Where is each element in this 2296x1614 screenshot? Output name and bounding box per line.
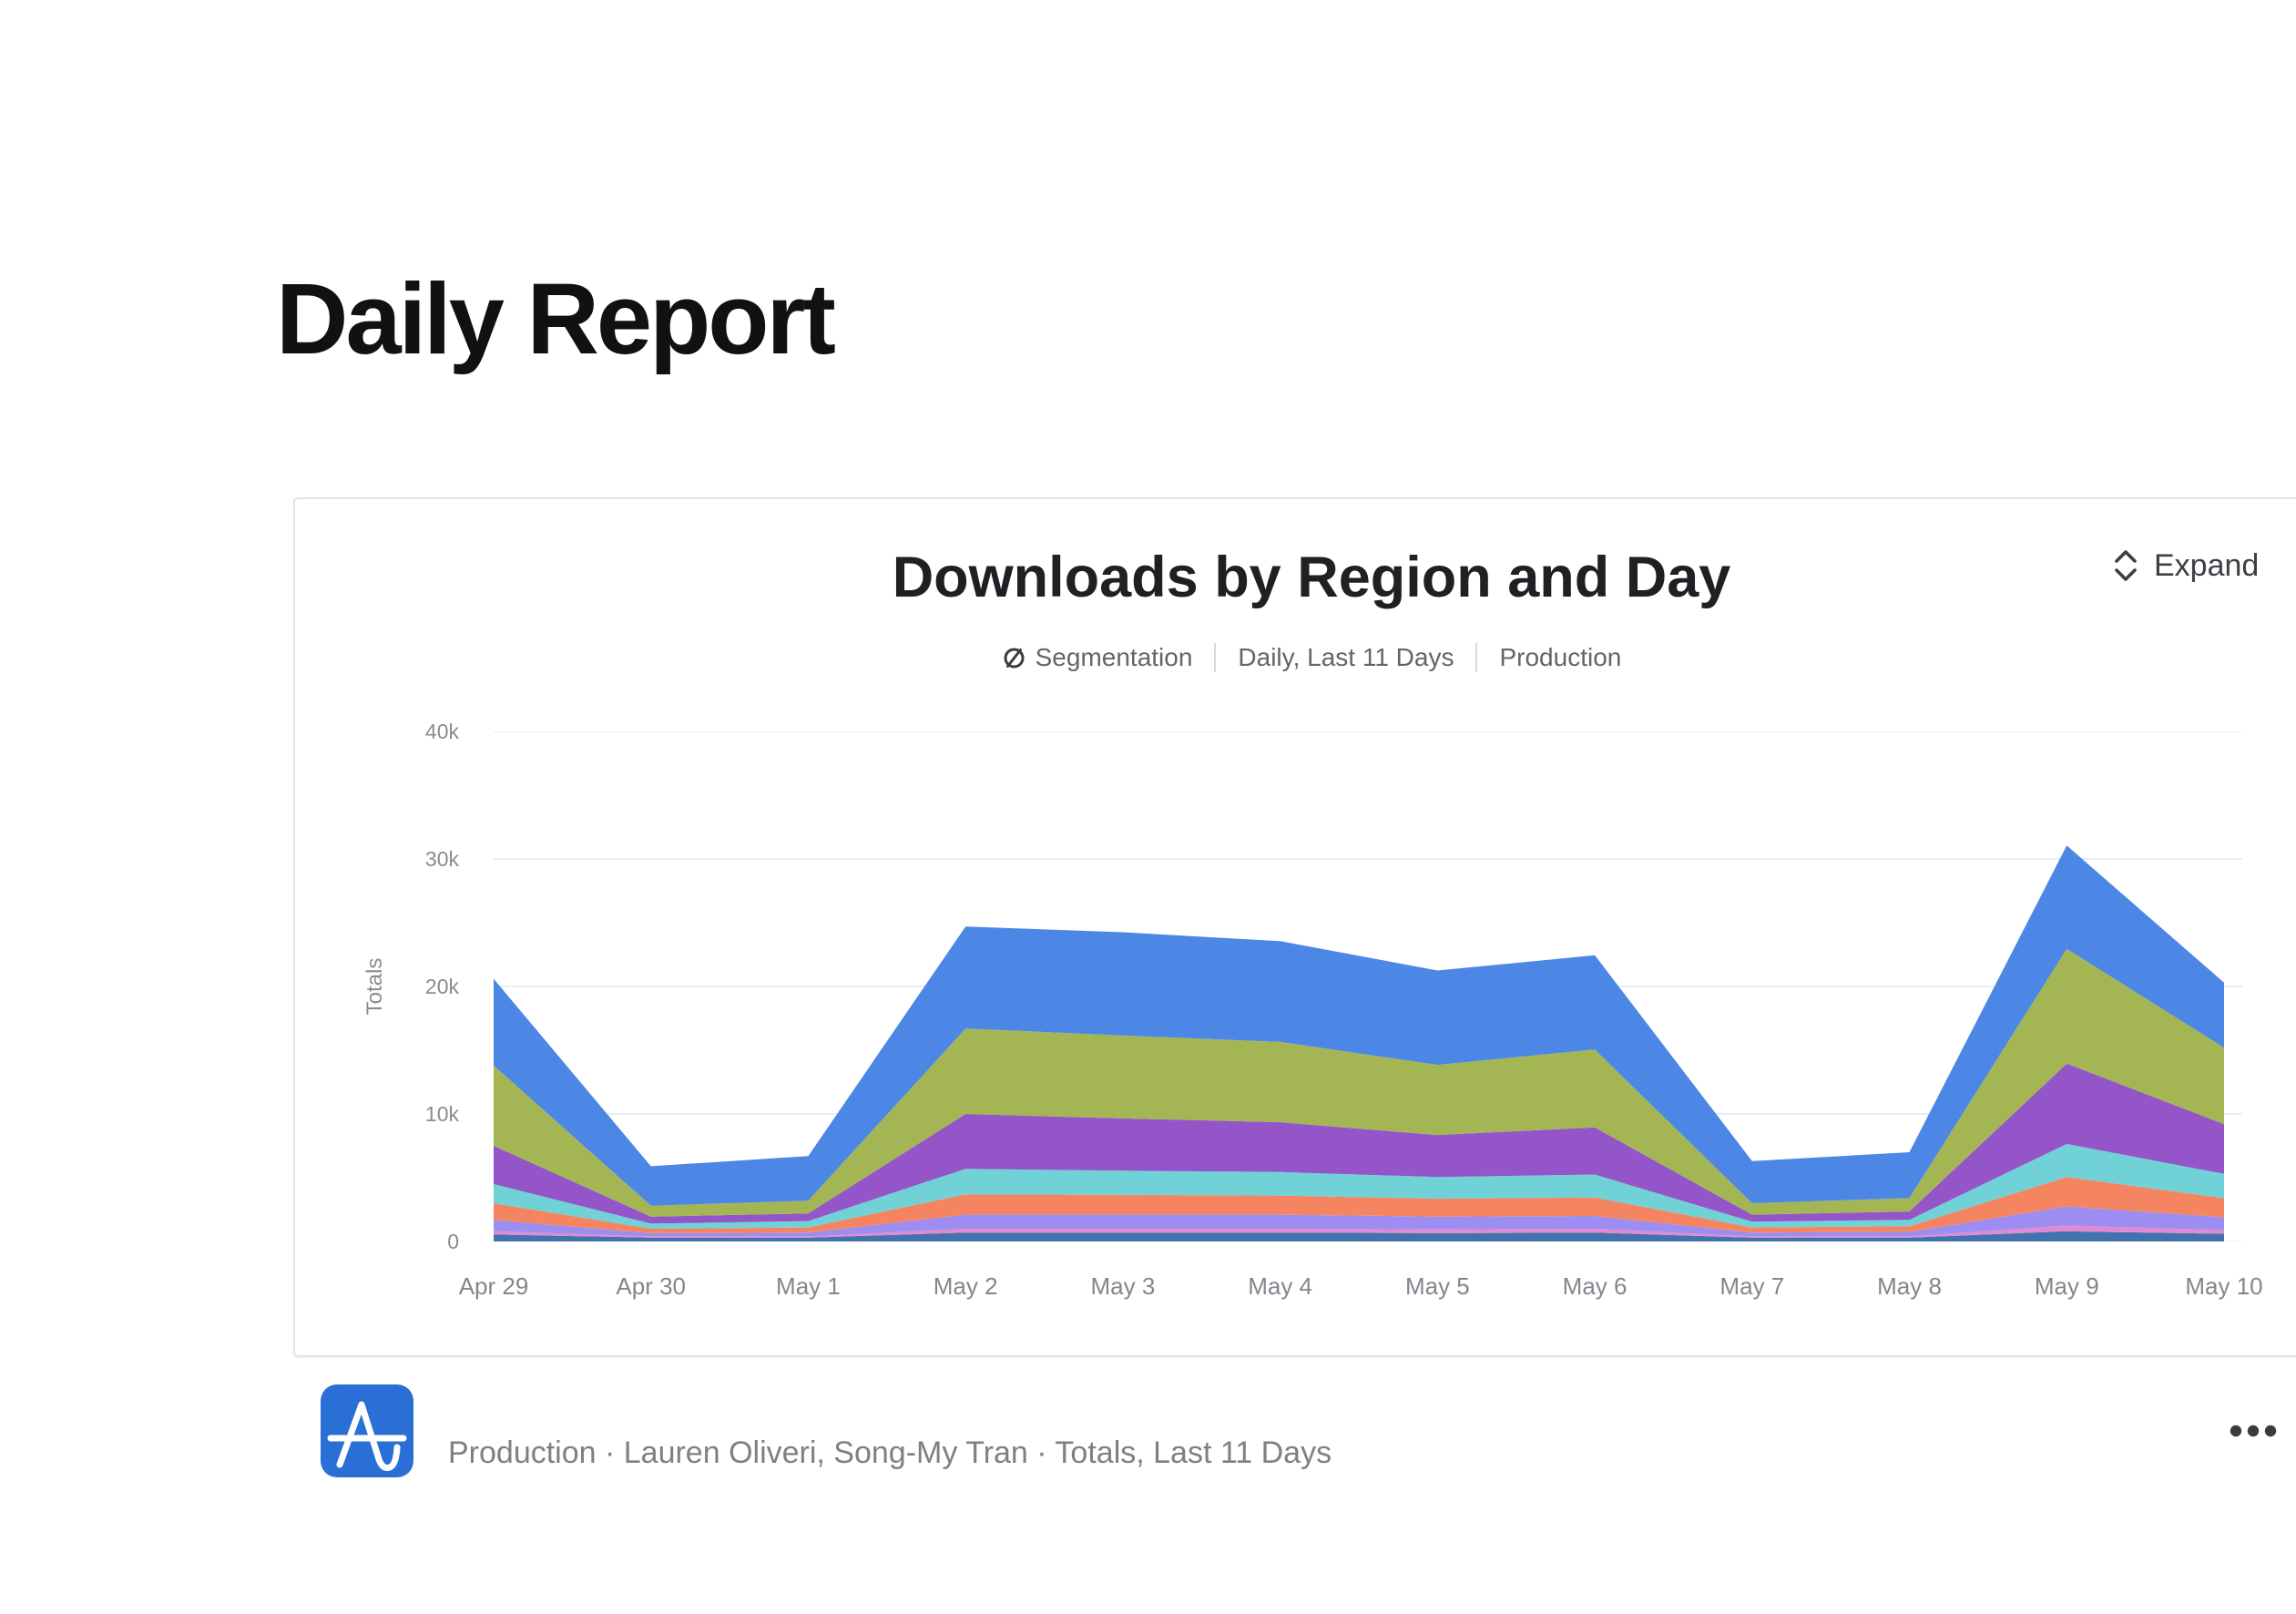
area-series-teal[interactable] — [494, 1143, 2224, 1229]
x-tick-label: May 8 — [1877, 1272, 1942, 1300]
chart-title: Downloads by Region and Day — [892, 546, 1731, 609]
area-series-lavender[interactable] — [494, 1206, 2224, 1237]
x-tick-label: May 1 — [776, 1272, 841, 1300]
environment-label: Production — [1499, 643, 1622, 671]
x-tick-label: May 3 — [1090, 1272, 1156, 1300]
y-tick-label: 40k — [424, 720, 459, 743]
area-series-steel-blue[interactable] — [494, 1231, 2224, 1241]
area-series-blue[interactable] — [494, 845, 2224, 1206]
x-tick-label: May 4 — [1248, 1272, 1313, 1300]
date-range-label: Daily, Last 11 Days — [1238, 643, 1454, 671]
subtitle-divider — [1214, 643, 1217, 672]
x-tick-label: May 2 — [933, 1272, 998, 1300]
chart-type-item: Segmentation — [1002, 643, 1193, 672]
expand-button[interactable]: Expand — [2109, 547, 2259, 585]
stacked-area-chart[interactable] — [494, 731, 2242, 1241]
expand-label: Expand — [2154, 547, 2260, 583]
chart-card: Downloads by Region and Day Segmentation… — [293, 497, 2296, 1357]
chevrons-up-down-icon — [2109, 547, 2142, 585]
subtitle-divider — [1475, 643, 1478, 672]
area-series-olive[interactable] — [494, 948, 2224, 1217]
x-tick-label: May 5 — [1404, 1272, 1470, 1300]
chart-subtitle: Segmentation Daily, Last 11 Days Product… — [295, 643, 2296, 672]
area-series-pink[interactable] — [494, 1225, 2224, 1238]
page-title: Daily Report — [276, 263, 836, 375]
more-options-button[interactable] — [2222, 1414, 2284, 1448]
footer-card: Production · Lauren Oliveri, Song-My Tra… — [293, 1359, 2296, 1614]
area-series-orange[interactable] — [494, 1177, 2224, 1233]
chart-source-description: Production · Lauren Oliveri, Song-My Tra… — [448, 1435, 1332, 1470]
x-tick-label: Apr 29 — [458, 1272, 529, 1300]
y-tick-label: 10k — [424, 1102, 459, 1126]
amplitude-app-icon — [321, 1384, 413, 1477]
x-tick-label: May 6 — [1562, 1272, 1628, 1300]
report-page: { "page": { "title": "Daily Report" }, "… — [276, 263, 2296, 1477]
x-tick-label: Apr 30 — [616, 1272, 687, 1300]
x-tick-label: May 7 — [1719, 1272, 1785, 1300]
x-tick-label: May 9 — [2034, 1272, 2099, 1300]
chart-type-label: Segmentation — [1035, 643, 1193, 671]
y-tick-label: 0 — [447, 1230, 459, 1253]
ellipsis-more-icon — [2230, 1421, 2277, 1441]
y-tick-label: 30k — [424, 847, 459, 871]
area-series-purple[interactable] — [494, 1063, 2224, 1224]
segmentation-icon — [1002, 646, 1026, 670]
x-tick-label: May 10 — [2185, 1272, 2263, 1300]
y-tick-label: 20k — [424, 975, 459, 998]
plot-area — [494, 731, 2242, 1241]
